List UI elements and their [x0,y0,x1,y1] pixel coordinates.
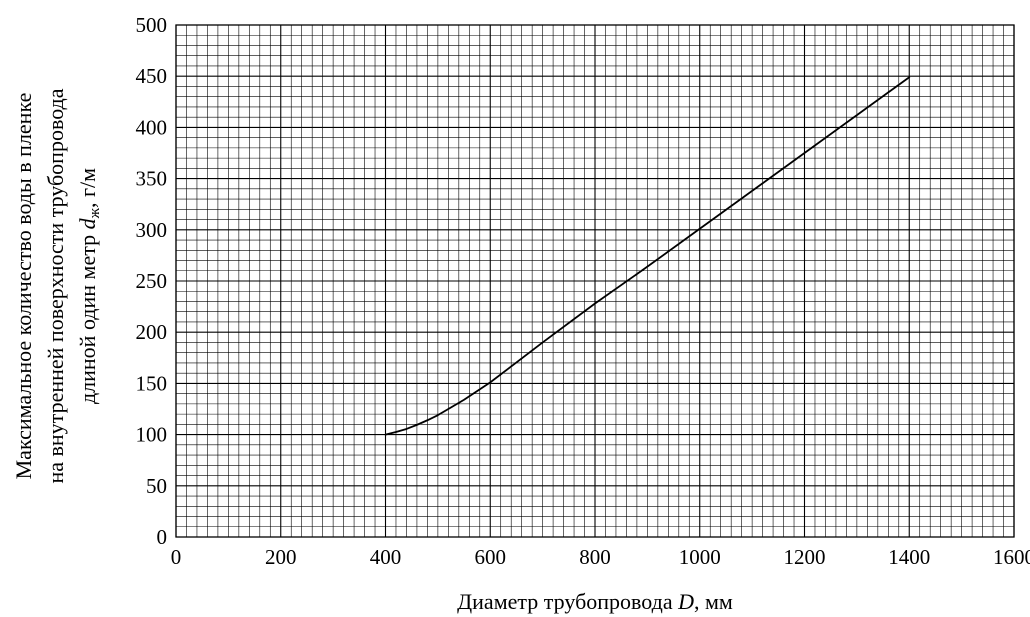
y-tick-label: 300 [136,218,168,242]
series-line [384,76,911,436]
x-axis-title: Диаметр трубопровода D, мм [457,589,733,614]
plot-frame [175,24,1015,538]
y-tick-label: 400 [136,115,168,139]
y-axis-title-line1: Максимальное количество воды в пленке [11,93,36,480]
y-tick-label: 200 [136,320,168,344]
y-tick-label: 50 [146,474,167,498]
y-tick-label: 250 [136,269,168,293]
x-tick-label: 400 [370,545,402,569]
y-axis-title-line3: длиной один метр dж, г/м [75,168,103,404]
y-axis-title-line2: на внутренней поверхности трубопровода [43,88,68,483]
x-tick-labels: 0 200 400 600 800 1000 1200 1400 1600 [171,545,1030,569]
y-tick-label: 0 [157,525,168,549]
x-tick-label: 0 [171,545,182,569]
x-tick-label: 200 [265,545,297,569]
y-tick-label: 150 [136,371,168,395]
x-tick-label: 1400 [888,545,930,569]
x-tick-label: 800 [579,545,611,569]
y-axis-title: Максимальное количество воды в пленке на… [11,88,103,483]
x-tick-label: 1000 [679,545,721,569]
y-tick-label: 450 [136,64,168,88]
x-tick-label: 1200 [784,545,826,569]
y-tick-label: 100 [136,423,168,447]
x-tick-label: 1600 [993,545,1030,569]
y-tick-labels: 0 50 100 150 200 250 300 350 400 450 500 [136,13,168,549]
series-group [384,76,911,436]
x-tick-label: 600 [475,545,507,569]
y-tick-label: 350 [136,167,168,191]
y-tick-label: 500 [136,13,168,37]
